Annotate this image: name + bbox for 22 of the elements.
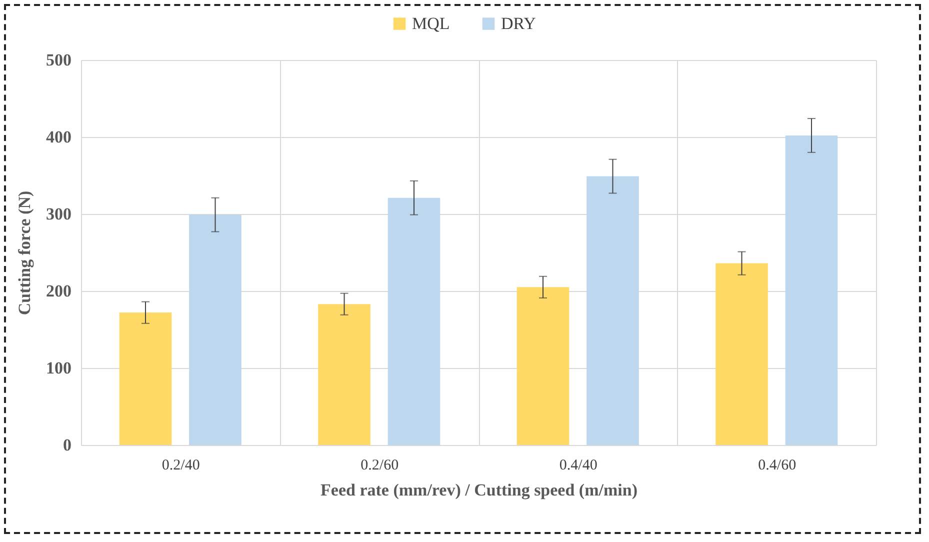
y-tick-label: 400 (46, 128, 72, 146)
y-axis-title: Cutting force (N) (15, 190, 34, 316)
x-tick-label: 0.4/40 (559, 458, 598, 474)
x-tick-label: 0.2/60 (360, 458, 399, 474)
y-tick-label: 500 (46, 50, 72, 70)
legend-label: MQL (412, 14, 450, 33)
bar (318, 304, 370, 445)
bar (586, 176, 639, 445)
bar (516, 287, 570, 445)
bar (388, 198, 440, 445)
x-tick-label: 0.2/40 (162, 458, 200, 474)
x-tick-label: 0.4/60 (758, 458, 796, 474)
bar (189, 214, 242, 445)
bar (716, 263, 768, 445)
x-axis-title: Feed rate (mm/rev) / Cutting speed (m/min) (320, 480, 638, 500)
y-tick-label: 100 (46, 358, 72, 378)
y-tick-label: 0 (63, 436, 72, 454)
y-tick-label: 200 (46, 282, 72, 300)
bar (119, 312, 172, 445)
y-tick-label: 300 (46, 204, 72, 224)
bar (785, 135, 838, 445)
legend-label: DRY (501, 14, 536, 33)
